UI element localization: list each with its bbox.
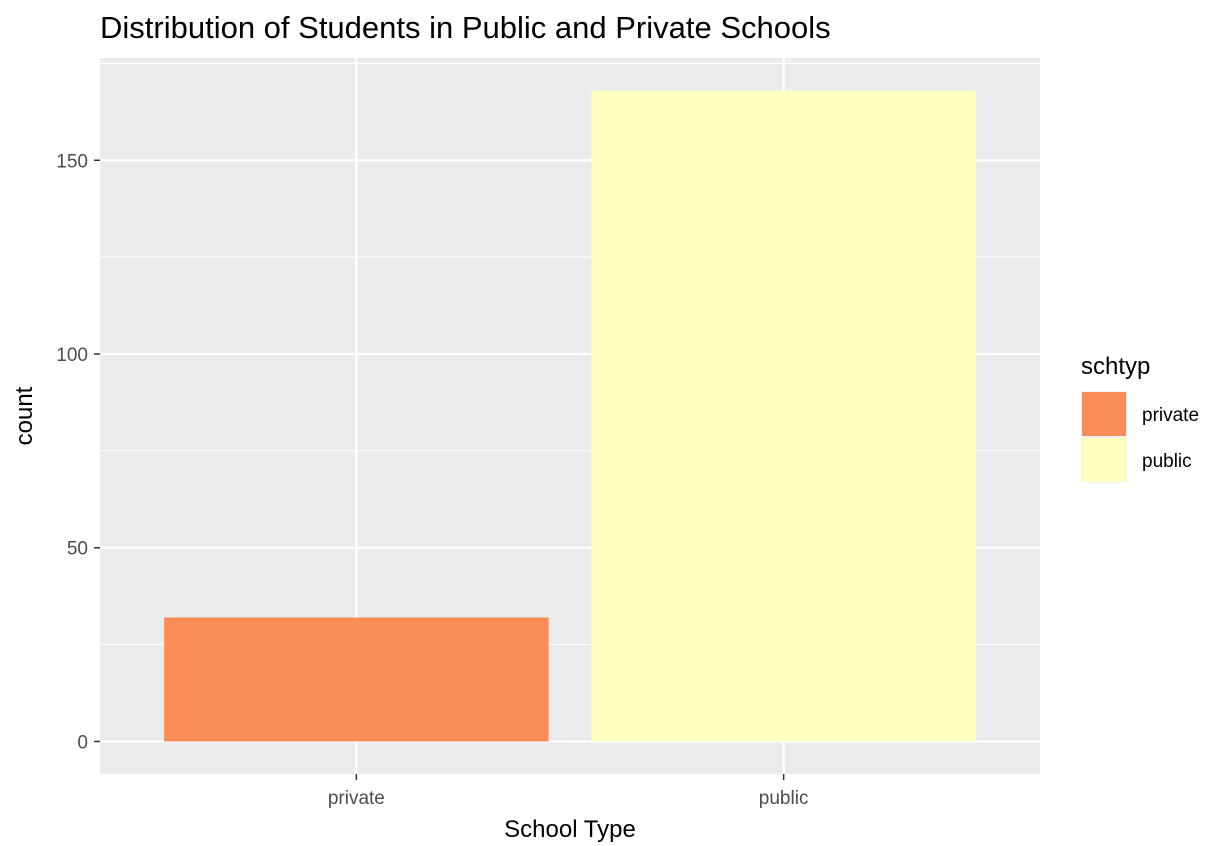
legend-label-private: private xyxy=(1142,405,1199,426)
y-tick-label: 150 xyxy=(56,151,88,172)
plot-panel xyxy=(100,58,1040,774)
x-tick-label: public xyxy=(759,788,809,809)
x-axis: private public xyxy=(328,774,809,809)
legend: schtyp private public xyxy=(1081,353,1199,483)
y-axis: 0 50 100 150 xyxy=(56,151,100,753)
legend-label-public: public xyxy=(1142,451,1192,472)
bar-private xyxy=(164,617,549,742)
chart-title: Distribution of Students in Public and P… xyxy=(100,10,831,45)
bars xyxy=(164,90,976,742)
y-axis-title: count xyxy=(11,386,38,445)
legend-title: schtyp xyxy=(1081,353,1150,380)
legend-swatch-public xyxy=(1082,438,1126,482)
y-tick-label: 0 xyxy=(77,732,88,753)
legend-swatch-private xyxy=(1082,392,1126,436)
y-tick-label: 100 xyxy=(56,345,88,366)
x-tick-label: private xyxy=(328,788,385,809)
bar-public xyxy=(591,90,976,742)
x-axis-title: School Type xyxy=(504,816,636,843)
y-tick-label: 50 xyxy=(67,539,88,560)
